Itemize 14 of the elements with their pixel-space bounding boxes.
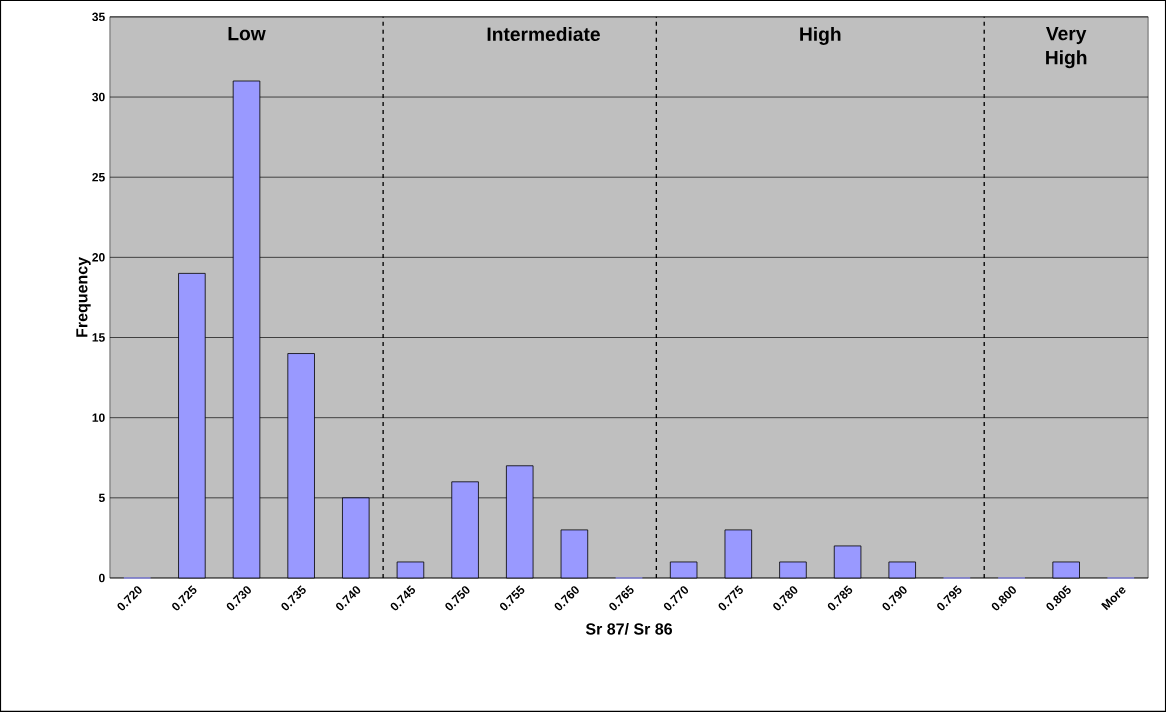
- y-tick-label: 5: [98, 493, 105, 503]
- y-tick-label: 0: [99, 573, 105, 583]
- x-axis-title: Sr 87/ Sr 86: [585, 622, 673, 635]
- y-tick-label: 20: [92, 253, 105, 262]
- annotation: Intermediate: [487, 26, 600, 42]
- annotation: Low: [228, 26, 266, 41]
- y-tick-label: 35: [92, 12, 105, 22]
- annotation: High: [800, 26, 841, 45]
- y-tick-label: 15: [92, 333, 105, 342]
- y-tick-label: 10: [92, 413, 105, 422]
- y-axis-title: Frequency: [76, 257, 91, 337]
- annotation: Very High: [1046, 26, 1087, 69]
- y-tick-label: 30: [92, 92, 105, 102]
- y-tick-label: 25: [92, 172, 105, 182]
